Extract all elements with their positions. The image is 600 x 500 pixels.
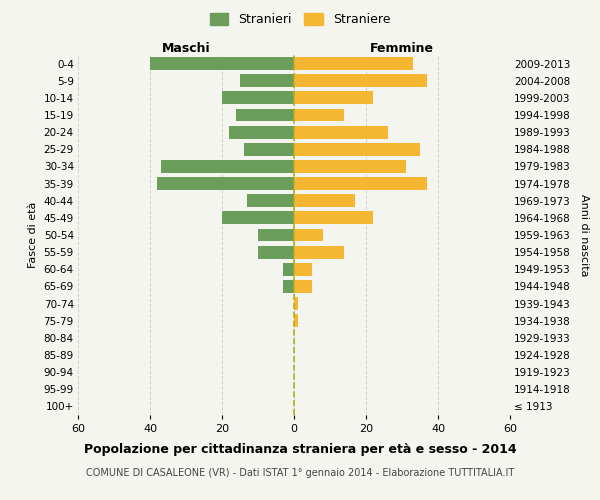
Bar: [258, 246, 294, 258]
Bar: [283, 263, 294, 276]
Bar: [294, 212, 373, 224]
Bar: [240, 74, 294, 87]
Bar: [294, 143, 420, 156]
Bar: [294, 74, 427, 87]
Bar: [161, 160, 294, 173]
Text: Femmine: Femmine: [370, 42, 434, 55]
Bar: [294, 57, 413, 70]
Bar: [294, 228, 323, 241]
Bar: [229, 126, 294, 138]
Bar: [294, 177, 427, 190]
Bar: [294, 92, 373, 104]
Legend: Stranieri, Straniere: Stranieri, Straniere: [206, 8, 394, 30]
Bar: [236, 108, 294, 122]
Bar: [258, 228, 294, 241]
Y-axis label: Fasce di età: Fasce di età: [28, 202, 38, 268]
Bar: [244, 143, 294, 156]
Bar: [294, 160, 406, 173]
Bar: [222, 92, 294, 104]
Bar: [222, 212, 294, 224]
Bar: [247, 194, 294, 207]
Bar: [294, 246, 344, 258]
Bar: [157, 177, 294, 190]
Bar: [283, 280, 294, 293]
Bar: [294, 126, 388, 138]
Bar: [150, 57, 294, 70]
Text: Maschi: Maschi: [161, 42, 211, 55]
Text: COMUNE DI CASALEONE (VR) - Dati ISTAT 1° gennaio 2014 - Elaborazione TUTTITALIA.: COMUNE DI CASALEONE (VR) - Dati ISTAT 1°…: [86, 468, 514, 477]
Bar: [294, 194, 355, 207]
Bar: [294, 297, 298, 310]
Bar: [294, 263, 312, 276]
Y-axis label: Anni di nascita: Anni di nascita: [579, 194, 589, 276]
Text: Popolazione per cittadinanza straniera per età e sesso - 2014: Popolazione per cittadinanza straniera p…: [83, 442, 517, 456]
Bar: [294, 280, 312, 293]
Bar: [294, 108, 344, 122]
Bar: [294, 314, 298, 327]
